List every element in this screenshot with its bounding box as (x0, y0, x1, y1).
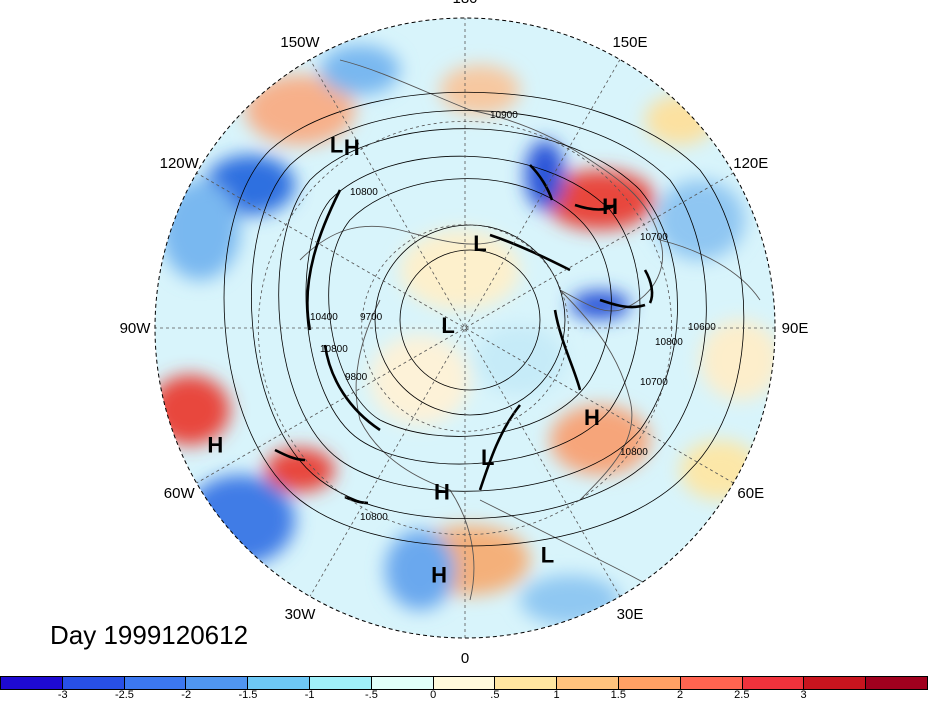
contour-label: 10700 (640, 232, 668, 243)
colorbar-swatch (1, 677, 63, 689)
colorbar-tick-label: -3 (57, 689, 68, 701)
meridian-line (309, 59, 621, 597)
colorbar-swatch (124, 677, 187, 689)
colorbar-swatch (371, 677, 434, 689)
low-pressure-marker: L (330, 133, 343, 158)
meridian-line (196, 172, 734, 484)
map-border (154, 17, 776, 639)
longitude-label: 60E (737, 485, 764, 502)
colorbar: -3 -2.5 -2 -1.5 -1 -.5 0 .5 1 1.5 2 2.5 3 (0, 676, 928, 702)
colorbar-swatch (248, 677, 310, 689)
meridian-line (196, 172, 734, 484)
longitude-label: 180 (452, 0, 477, 7)
map-title: Day 1999120612 (50, 620, 249, 650)
colorbar-swatch (618, 677, 681, 689)
colorbar-swatches (0, 676, 928, 690)
colorbar-tick-label: -.5 (364, 689, 378, 701)
colorbar-tick-label: 3 (800, 689, 807, 701)
contour-label: 10800 (655, 337, 683, 348)
contour-label: 10800 (360, 512, 388, 523)
colorbar-tick-label: .5 (490, 689, 500, 701)
colorbar-tick-label: -2.5 (114, 689, 134, 701)
colorbar-swatch (186, 677, 249, 689)
longitude-label: 30W (285, 606, 317, 623)
contour-label: 10600 (688, 322, 716, 333)
colorbar-swatch (433, 677, 496, 689)
colorbar-swatch (62, 677, 125, 689)
low-pressure-marker: L (481, 445, 494, 470)
low-pressure-marker: L (541, 543, 554, 568)
anomaly-patches (155, 45, 775, 625)
longitude-label: 150E (612, 34, 647, 51)
colorbar-swatch (866, 677, 927, 689)
low-pressure-marker: L (441, 313, 454, 338)
longitude-label: 120E (733, 155, 768, 172)
high-pressure-marker: H (584, 405, 600, 430)
anomaly-field: 10900 10800 10700 10600 10800 10700 10800 10400… (155, 18, 775, 638)
longitude-label: 0 (461, 650, 469, 667)
polar-stereographic-map: 10900 10800 10700 10600 10800 10700 10800 10400… (120, 0, 809, 667)
colorbar-tick-label: 2 (677, 689, 684, 701)
colorbar-swatch (680, 677, 743, 689)
grid-lines (155, 18, 775, 638)
colorbar-tick-label: -1.5 (238, 689, 258, 701)
colorbar-tick-label: 1 (553, 689, 560, 701)
contour-label: 10800 (350, 187, 378, 198)
contour-label: 9700 (360, 312, 383, 323)
contour-label: 10700 (640, 377, 668, 388)
colorbar-tick-label: -1 (304, 689, 315, 701)
longitude-label: 90E (782, 320, 809, 337)
contour-label: 10800 (620, 447, 648, 458)
longitude-label: 30E (617, 606, 644, 623)
colorbar-tick-label: 0 (430, 689, 437, 701)
longitude-label: 150W (280, 34, 320, 51)
longitude-label: 90W (120, 320, 152, 337)
colorbar-tick-label: 2.5 (734, 689, 750, 701)
contour-label: 10800 (320, 344, 348, 355)
high-pressure-marker: H (602, 194, 618, 219)
high-pressure-marker: H (207, 432, 223, 457)
contour-label: 9800 (345, 372, 368, 383)
meridian-line (309, 59, 621, 597)
high-pressure-marker: H (434, 480, 450, 505)
low-pressure-marker: L (473, 231, 486, 256)
contour-label: 10400 (310, 312, 338, 323)
colorbar-swatch (742, 677, 805, 689)
longitude-labels: 90E 60E 30E 0 30W 60W 90W 120W 150W 180 150E 120E (120, 0, 809, 667)
contour-value-labels: 10900 10800 10700 10600 10800 10700 10800 10400… (310, 110, 716, 523)
high-pressure-marker: H (344, 135, 360, 160)
colorbar-swatch (557, 677, 619, 689)
colorbar-tick-label: 1.5 (610, 689, 626, 701)
colorbar-swatch (495, 677, 558, 689)
longitude-label: 120W (160, 155, 200, 172)
colorbar-tick-label: -2 (181, 689, 192, 701)
contour-label: 10900 (490, 110, 518, 121)
colorbar-swatch (309, 677, 372, 689)
longitude-label: 60W (164, 485, 196, 502)
colorbar-swatch (804, 677, 867, 689)
high-pressure-marker: H (431, 563, 447, 588)
